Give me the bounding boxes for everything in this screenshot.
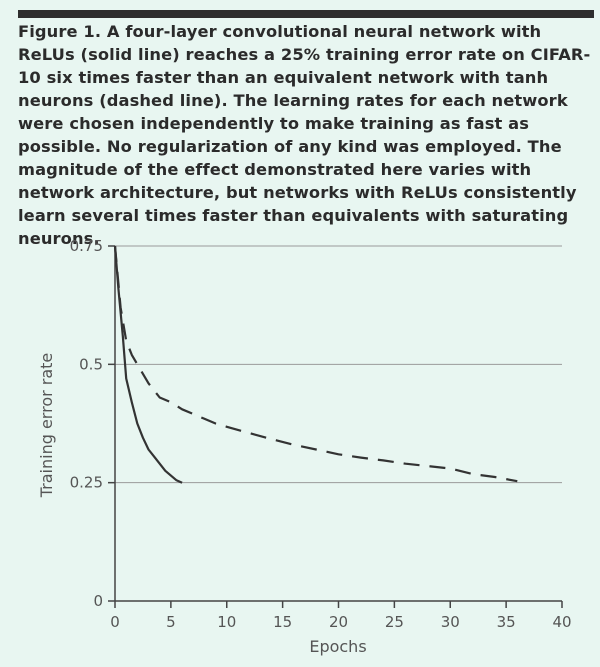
axes: [114, 246, 562, 602]
y-ticks: 0 0.25 0.5 0.75: [70, 237, 115, 610]
y-tick-label: 0.25: [70, 474, 103, 492]
x-tick-label: 0: [110, 613, 120, 631]
x-tick-label: 5: [166, 613, 176, 631]
x-axis-label: Epochs: [309, 637, 366, 656]
x-ticks: 0 5 10 15 20 25 30 35 40: [110, 601, 572, 631]
x-tick-label: 25: [385, 613, 404, 631]
x-tick-label: 10: [217, 613, 236, 631]
y-axis-label: Training error rate: [37, 353, 56, 499]
x-tick-label: 15: [273, 613, 292, 631]
x-tick-label: 35: [497, 613, 516, 631]
caption-top-rule: [18, 10, 594, 18]
tanh-series-line: [113, 245, 518, 483]
series-lines: [113, 245, 518, 484]
y-tick-label: 0.75: [70, 237, 103, 255]
figure-caption: Figure 1. A four-layer convolutional neu…: [18, 22, 591, 248]
x-tick-label: 20: [329, 613, 348, 631]
y-tick-label: 0.5: [79, 355, 103, 373]
relu-series-line: [113, 245, 183, 484]
gridlines: [115, 245, 562, 484]
x-tick-label: 30: [441, 613, 460, 631]
y-tick-label: 0: [93, 592, 103, 610]
x-tick-label: 40: [552, 613, 571, 631]
